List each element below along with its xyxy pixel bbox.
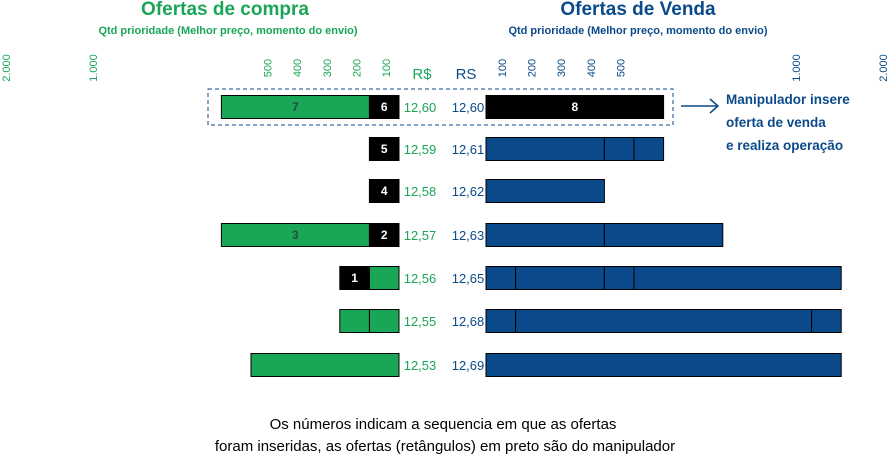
buy-tick-label: 200	[351, 59, 363, 77]
sell-price: 12,68	[452, 314, 485, 329]
sell-price: 12,61	[452, 142, 485, 157]
sell-price: 12,69	[452, 358, 485, 373]
sequence-number: 2	[381, 228, 388, 242]
buy-order-manipulator	[368, 179, 400, 203]
annotation-arrow-icon	[709, 98, 720, 114]
sell-order	[811, 309, 842, 333]
buy-price: 12,59	[404, 142, 437, 157]
sell-tick-label: 300	[556, 59, 568, 77]
sell-order	[603, 137, 635, 161]
buy-price: 12,55	[404, 314, 437, 329]
sell-order	[485, 309, 517, 333]
sell-tick-label: 2.000	[878, 54, 890, 82]
manipulator-highlight-box	[207, 88, 674, 126]
buy-axis-ticks: 2.000 1.000 500 400 300 200 100	[1, 54, 393, 82]
sequence-number: 4	[381, 184, 388, 198]
sell-axis-ticks: 100 200 300 400 500 1.000 2.000	[497, 54, 890, 82]
buy-tick-label: 300	[322, 59, 334, 77]
sell-order	[485, 266, 517, 290]
sell-order	[633, 137, 665, 161]
buy-order	[368, 266, 400, 290]
sequence-number: 5	[381, 142, 388, 156]
order-row: 5 12,59 12,61	[368, 137, 665, 161]
sell-price: 12,62	[452, 184, 485, 199]
sell-side-subtitle: Qtd prioridade (Melhor preço, momento do…	[508, 25, 767, 37]
buy-side-subtitle: Qtd prioridade (Melhor preço, momento do…	[98, 25, 357, 37]
buy-tick-label: 400	[292, 59, 304, 77]
sell-order	[603, 223, 724, 247]
buy-side-title: Ofertas de compra	[141, 0, 309, 20]
buy-price: 12,53	[404, 358, 437, 373]
sell-price-header: RS	[456, 66, 477, 83]
sell-order	[603, 266, 635, 290]
order-row: 12,53 12,69	[250, 353, 842, 377]
sequence-number: 3	[292, 228, 299, 242]
buy-order-manipulator	[339, 266, 370, 290]
buy-tick-label: 500	[263, 59, 275, 77]
sequence-number: 6	[381, 100, 388, 114]
sell-order	[515, 309, 813, 333]
order-row: 12,55 12,68	[339, 309, 842, 333]
order-row: 6 7 8 12,60 12,60	[220, 95, 665, 119]
buy-order	[220, 95, 370, 119]
buy-price: 12,56	[404, 271, 437, 286]
sell-tick-label: 500	[615, 59, 627, 77]
sell-order	[485, 353, 842, 377]
buy-order	[250, 353, 400, 377]
sequence-number: 8	[571, 100, 578, 114]
sell-tick-label: 1.000	[791, 54, 803, 82]
buy-price: 12,60	[404, 100, 437, 115]
sell-order	[485, 223, 605, 247]
sell-tick-label: 400	[586, 59, 598, 77]
sell-order	[633, 266, 842, 290]
sell-price: 12,63	[452, 228, 485, 243]
order-row: 1 12,56 12,65	[339, 266, 842, 290]
buy-price-header: R$	[412, 66, 432, 83]
buy-order	[220, 223, 370, 247]
buy-order	[339, 309, 370, 333]
sell-price: 12,65	[452, 271, 485, 286]
footer-line-2: foram inseridas, as ofertas (retângulos)…	[215, 438, 675, 455]
sell-price: 12,60	[452, 100, 485, 115]
annotation-line-3: e realiza operação	[726, 138, 843, 153]
buy-tick-label: 2.000	[1, 54, 13, 82]
sell-order-manipulator	[485, 95, 665, 119]
sell-tick-label: 200	[527, 59, 539, 77]
buy-tick-label: 1.000	[88, 54, 100, 82]
annotation-line-1: Manipulador insere	[726, 92, 850, 107]
order-row: 2 3 12,57 12,63	[220, 223, 724, 247]
order-row: 4 12,58 12,62	[368, 179, 605, 203]
buy-tick-label: 100	[381, 59, 393, 77]
footer-line-1: Os números indicam a sequencia em que as…	[270, 416, 617, 433]
sell-side-title: Ofertas de Venda	[560, 0, 716, 20]
buy-price: 12,57	[404, 228, 437, 243]
buy-price: 12,58	[404, 184, 437, 199]
manipulator-annotation: Manipulador insere oferta de venda e rea…	[681, 92, 850, 153]
sell-tick-label: 100	[497, 59, 509, 77]
buy-order-manipulator	[368, 137, 400, 161]
sell-order	[485, 179, 605, 203]
sell-order	[485, 137, 605, 161]
sell-order	[515, 266, 605, 290]
order-rows: 6 7 8 12,60 12,60 5 12,59 12,61 4 12,58 12,62 2 3 12,…	[220, 95, 842, 377]
sequence-number: 7	[292, 100, 299, 114]
annotation-line-2: oferta de venda	[726, 115, 826, 130]
buy-order	[368, 309, 400, 333]
sequence-number: 1	[351, 271, 358, 285]
